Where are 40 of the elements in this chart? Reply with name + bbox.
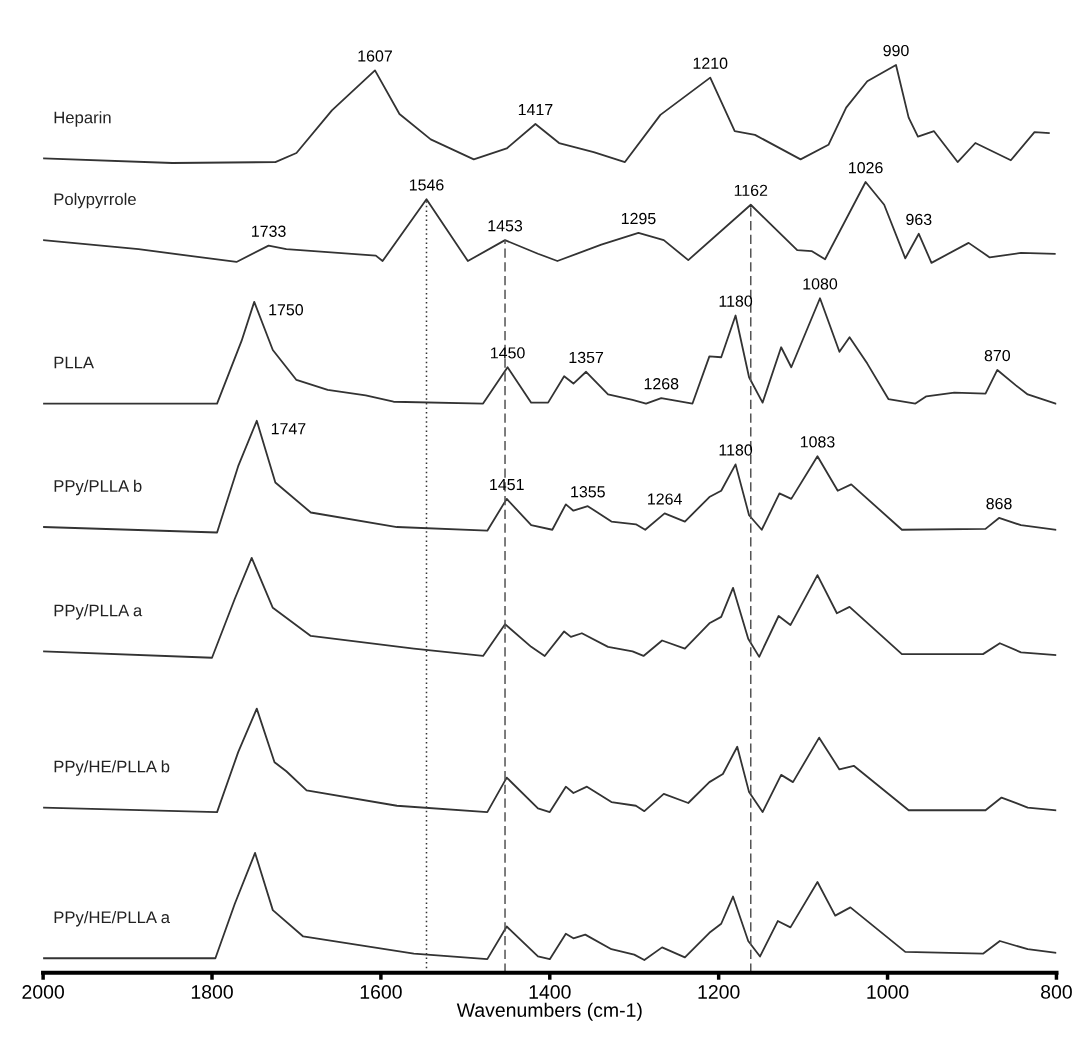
series-label: PPy/PLLA b — [54, 479, 142, 496]
annotation: 1264 — [648, 493, 682, 505]
series-label: PPy/HE/PLLA b — [54, 760, 170, 776]
annotation: 1355 — [571, 486, 605, 498]
annotation: 1546 — [409, 179, 444, 191]
x-axis-title: Wavenumbers (cm-1) — [456, 1002, 642, 1021]
annotation: 1451 — [490, 479, 524, 491]
annotation: 1080 — [803, 278, 838, 290]
annotation: 1733 — [252, 225, 286, 237]
annotation: 1162 — [734, 184, 768, 197]
series-label: PPy/HE/PLLA a — [54, 910, 170, 927]
x-tick-label: 1800 — [191, 985, 233, 999]
annotation: 1180 — [719, 295, 753, 307]
series-label: Polypyrrole — [54, 192, 136, 209]
annotation: 1417 — [518, 104, 553, 116]
annotation: 868 — [986, 497, 1012, 510]
annotation: 1607 — [358, 50, 392, 62]
annotation: 1357 — [569, 351, 604, 364]
annotation: 870 — [984, 349, 1011, 362]
annotation: 1750 — [269, 304, 304, 316]
annotation: 1450 — [491, 347, 525, 359]
series-label: PPy/PLLA a — [54, 604, 143, 620]
annotation: 1210 — [693, 57, 728, 69]
annotation: 1083 — [800, 436, 835, 448]
x-tick-label: 1600 — [360, 985, 402, 999]
text: PLLA — [54, 356, 94, 369]
annotation: 1295 — [621, 212, 656, 225]
annotation: 990 — [883, 44, 909, 57]
x-tick-label: 2000 — [22, 985, 64, 999]
x-tick-label: 800 — [1041, 985, 1072, 999]
annotation: 1747 — [271, 423, 306, 435]
annotation: 1453 — [488, 220, 523, 232]
x-tick-label: 1400 — [529, 985, 571, 999]
annotation: 1180 — [719, 444, 753, 456]
annotation: 1268 — [644, 378, 679, 390]
annotation: 1026 — [849, 162, 883, 174]
x-tick-label: 1000 — [867, 985, 909, 999]
annotation: 963 — [906, 213, 932, 226]
series-label: Heparin — [54, 111, 111, 127]
x-tick-label: 1200 — [698, 985, 740, 999]
